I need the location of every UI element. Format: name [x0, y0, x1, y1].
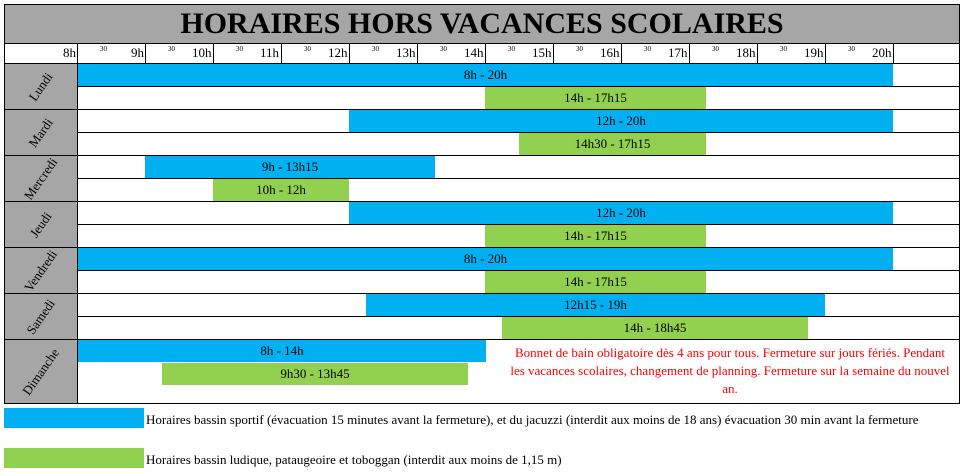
- day-label: Samedi: [23, 295, 58, 337]
- sport-pool-bar: 12h15 - 19h: [366, 294, 825, 316]
- hour-tick: [77, 44, 78, 63]
- hour-label: 9h: [131, 45, 144, 60]
- half-hour-mark: 30: [304, 45, 311, 53]
- hour-tick: [689, 44, 690, 63]
- hour-tick: [145, 44, 146, 63]
- day-label-cell: Samedi: [5, 294, 78, 339]
- hour-tick: [485, 44, 486, 63]
- leisure-pool-bar: 9h30 - 13h45: [162, 363, 468, 385]
- legend-swatch-green: [4, 448, 144, 468]
- half-hour-mark: 30: [576, 45, 583, 53]
- day-row-samedi: Samedi 12h15 - 19h 14h - 18h45: [4, 294, 960, 340]
- hour-tick: [349, 44, 350, 63]
- half-hour-mark: 30: [100, 45, 107, 53]
- hour-tick: [757, 44, 758, 63]
- half-hour-mark: 30: [780, 45, 787, 53]
- hour-label: 14h: [464, 45, 484, 60]
- legend-swatch-blue: [4, 408, 144, 428]
- day-row-jeudi: Jeudi 12h - 20h 14h - 17h15: [4, 202, 960, 248]
- leisure-pool-bar: 14h - 17h15: [485, 271, 706, 293]
- hour-tick: [213, 44, 214, 63]
- sport-pool-bar: 8h - 20h: [78, 64, 893, 86]
- hour-tick: [893, 44, 894, 63]
- half-hour-mark: 30: [440, 45, 447, 53]
- day-label-cell: Mardi: [5, 110, 78, 155]
- sport-pool-bar: 8h - 20h: [78, 248, 893, 270]
- day-label: Dimanche: [19, 345, 63, 398]
- day-row-vendredi: Vendredi 8h - 20h 14h - 17h15: [4, 248, 960, 294]
- hour-label: 8h: [63, 45, 76, 60]
- hour-label: 12h: [328, 45, 348, 60]
- day-label: Mardi: [25, 114, 56, 150]
- hour-label: 15h: [532, 45, 552, 60]
- day-label-cell: Lundi: [5, 64, 78, 109]
- half-hour-mark: 30: [644, 45, 651, 53]
- day-label-cell: Mercredi: [5, 156, 78, 201]
- day-label: Lundi: [25, 69, 56, 104]
- legend-text-blue: Horaires bassin sportif (évacuation 15 m…: [146, 412, 919, 427]
- day-row-lundi: Lundi 8h - 20h 14h - 17h15: [4, 64, 960, 110]
- day-row-mercredi: Mercredi 9h - 13h15 10h - 12h: [4, 156, 960, 202]
- hour-tick: [621, 44, 622, 63]
- hour-label: 18h: [736, 45, 756, 60]
- half-hour-mark: 30: [372, 45, 379, 53]
- hour-tick: [281, 44, 282, 63]
- day-row-dimanche: Dimanche 8h - 14h 9h30 - 13h45: [4, 340, 960, 404]
- leisure-pool-bar: 10h - 12h: [213, 179, 349, 201]
- hour-tick: [825, 44, 826, 63]
- day-label: Mercredi: [20, 156, 61, 201]
- day-label: Vendredi: [20, 248, 61, 293]
- half-hour-mark: 30: [712, 45, 719, 53]
- leisure-pool-bar: 14h - 17h15: [485, 225, 706, 247]
- sport-pool-bar: 12h - 20h: [349, 202, 893, 224]
- hour-label: 17h: [668, 45, 688, 60]
- sport-pool-bar: 12h - 20h: [349, 110, 893, 132]
- hour-label: 13h: [396, 45, 416, 60]
- leisure-pool-bar: 14h30 - 17h15: [519, 133, 706, 155]
- half-hour-mark: 30: [848, 45, 855, 53]
- day-label: Jeudi: [26, 208, 55, 240]
- hour-label: 20h: [872, 45, 892, 60]
- leisure-pool-bar: 14h - 17h15: [485, 87, 706, 109]
- hour-label: 19h: [804, 45, 824, 60]
- leisure-pool-bar: 14h - 18h45: [502, 317, 808, 339]
- day-label-cell: Jeudi: [5, 202, 78, 247]
- hour-tick: [417, 44, 418, 63]
- page-title: HORAIRES HORS VACANCES SCOLAIRES: [4, 4, 960, 44]
- legend-text-green: Horaires bassin ludique, pataugeoire et …: [146, 452, 562, 467]
- hour-label: 11h: [260, 45, 280, 60]
- sport-pool-bar: 9h - 13h15: [145, 156, 435, 178]
- half-hour-mark: 30: [168, 45, 175, 53]
- sport-pool-bar: 8h - 14h: [78, 340, 486, 362]
- hour-scale: 8h 9h 30 10h 30 11h 30 12h 30 13h 30 14h 30 15h 30 16h 3…: [4, 44, 960, 64]
- day-label-cell: Vendredi: [5, 248, 78, 293]
- half-hour-mark: 30: [508, 45, 515, 53]
- day-row-mardi: Mardi 12h - 20h 14h30 - 17h15: [4, 110, 960, 156]
- day-label-cell: Dimanche: [5, 340, 78, 403]
- hour-tick: [553, 44, 554, 63]
- hour-label: 16h: [600, 45, 620, 60]
- hour-label: 10h: [192, 45, 212, 60]
- half-hour-mark: 30: [236, 45, 243, 53]
- info-note: Bonnet de bain obligatoire dès 4 ans pou…: [510, 345, 950, 396]
